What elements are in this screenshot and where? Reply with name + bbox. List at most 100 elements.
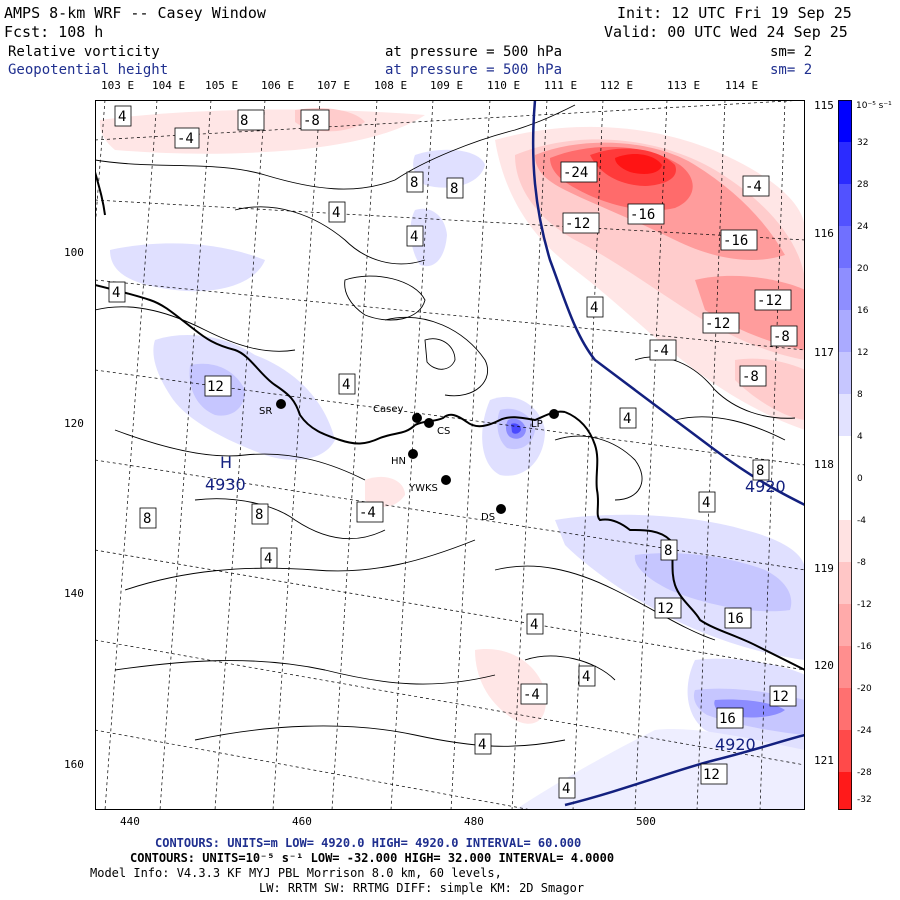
contour-label: 4 xyxy=(619,407,637,429)
svg-text:8: 8 xyxy=(756,463,764,479)
y-tick-label: 140 xyxy=(64,587,84,600)
svg-text:12: 12 xyxy=(772,689,789,705)
svg-text:16: 16 xyxy=(727,611,744,627)
svg-text:8: 8 xyxy=(410,175,418,191)
field1-smoothing: sm= 2 xyxy=(770,44,813,60)
field2-name: Geopotential height xyxy=(8,62,169,78)
svg-text:4: 4 xyxy=(530,617,538,633)
svg-text:4: 4 xyxy=(478,737,486,753)
model-title: AMPS 8-km WRF -- Casey Window xyxy=(4,4,266,22)
contour-label: 8 xyxy=(406,171,424,193)
lon-label: 115 E xyxy=(814,99,848,112)
colorbar-swatches xyxy=(838,100,852,810)
colorbar-label: -24 xyxy=(857,726,872,736)
contour-label: 4 xyxy=(114,105,132,127)
svg-text:DS: DS xyxy=(481,512,495,523)
station-marker: DS xyxy=(481,504,506,523)
contour-value-labels: 4 -4 -8 8 -24 -16 -4 -12 4 8 -16 -12 -12… xyxy=(108,105,798,799)
svg-text:8: 8 xyxy=(143,511,151,527)
svg-text:Casey: Casey xyxy=(373,404,403,415)
svg-text:-24: -24 xyxy=(563,165,588,181)
lon-label: 110 E xyxy=(487,79,521,92)
contour-label: -12 xyxy=(562,212,600,234)
svg-text:8: 8 xyxy=(240,113,248,129)
station-marker: HN xyxy=(391,449,418,467)
valid-time: Valid: 00 UTC Wed 24 Sep 25 xyxy=(604,23,848,41)
colorbar-units: 10⁻⁵ s⁻¹ xyxy=(856,101,892,111)
lon-label: 107 E xyxy=(317,79,351,92)
lon-label: 112 E xyxy=(600,79,634,92)
forecast-hour: Fcst: 108 h xyxy=(4,23,104,41)
contour-label: 4 xyxy=(328,201,346,223)
colorbar-label: 32 xyxy=(857,138,868,148)
colorbar-label: 4 xyxy=(857,432,863,442)
svg-text:12: 12 xyxy=(207,379,224,395)
contour-label: 16 xyxy=(724,607,752,629)
colorbar-label: -12 xyxy=(857,600,872,610)
svg-text:4: 4 xyxy=(702,495,710,511)
positive-vorticity-shading xyxy=(110,149,805,810)
colorbar-label: 20 xyxy=(857,264,869,274)
contour-label: -4 xyxy=(742,175,770,197)
lon-label: 103 E xyxy=(101,79,135,92)
lon-label: 121 E xyxy=(814,754,848,767)
y-tick-label: 160 xyxy=(64,758,84,771)
field1-level: at pressure = 500 hPa xyxy=(385,44,563,60)
lon-label: 119 E xyxy=(814,562,848,575)
svg-text:-8: -8 xyxy=(742,369,759,385)
contour-label: 4 xyxy=(260,547,278,569)
svg-text:8: 8 xyxy=(450,181,458,197)
lon-label: 114 E xyxy=(725,79,759,92)
svg-text:HN: HN xyxy=(391,456,406,467)
svg-text:16: 16 xyxy=(719,711,736,727)
lon-label: 104 E xyxy=(152,79,186,92)
lon-label: 113 E xyxy=(667,79,701,92)
colorbar-label: 16 xyxy=(857,306,869,316)
contour-label: -4 xyxy=(520,683,548,705)
svg-text:8: 8 xyxy=(664,543,672,559)
colorbar: 10⁻⁵ s⁻¹ 32 28 24 20 16 12 8 4 0 -4 -8 -… xyxy=(838,100,892,810)
station-marker: SR xyxy=(259,399,286,417)
y-tick-label: 100 xyxy=(64,246,84,259)
contour-label: 4 xyxy=(338,373,356,395)
x-tick-label: 460 xyxy=(292,815,312,828)
station-marker: YWKS xyxy=(408,475,451,494)
height-value-label: 4920 xyxy=(715,735,756,754)
contour-label: 12 xyxy=(204,375,232,397)
x-tick-label: 500 xyxy=(636,815,656,828)
svg-text:LP: LP xyxy=(531,419,543,430)
svg-text:-4: -4 xyxy=(359,505,376,521)
colorbar-labels: 10⁻⁵ s⁻¹ 32 28 24 20 16 12 8 4 0 -4 -8 -… xyxy=(856,101,892,805)
lon-label: 116 E xyxy=(814,227,848,240)
contour-label: -8 xyxy=(300,109,330,131)
height-value-label: 4920 xyxy=(745,477,786,496)
station-marker: LP xyxy=(531,409,559,430)
contour-label: 8 xyxy=(752,459,770,481)
svg-text:4: 4 xyxy=(562,781,570,797)
svg-text:-12: -12 xyxy=(705,316,730,332)
contour-label: 8 xyxy=(660,539,678,561)
x-tick-label: 440 xyxy=(120,815,140,828)
stations: SR Casey CS HN YWKS LP DS xyxy=(259,399,559,523)
svg-text:-4: -4 xyxy=(745,179,762,195)
svg-text:8: 8 xyxy=(255,507,263,523)
svg-text:-8: -8 xyxy=(773,329,790,345)
contour-label: -24 xyxy=(560,161,598,183)
svg-text:4: 4 xyxy=(582,669,590,685)
contour-label: 12 xyxy=(654,597,682,619)
colorbar-label: -28 xyxy=(857,768,872,778)
contour-label: 12 xyxy=(769,685,797,707)
footer-physics-info: LW: RRTM SW: RRTMG DIFF: simple KM: 2D S… xyxy=(259,881,585,895)
lon-label: 108 E xyxy=(374,79,408,92)
lon-label: 118 E xyxy=(814,458,848,471)
contour-label: 8 xyxy=(237,109,265,131)
x-tick-label: 480 xyxy=(464,815,484,828)
high-value: 4930 xyxy=(205,475,246,494)
svg-text:-4: -4 xyxy=(523,687,540,703)
svg-text:4: 4 xyxy=(112,285,120,301)
contour-label: 8 xyxy=(139,507,157,529)
svg-text:-16: -16 xyxy=(630,207,655,223)
colorbar-label: 0 xyxy=(857,474,863,484)
svg-text:-4: -4 xyxy=(652,343,669,359)
svg-text:4: 4 xyxy=(264,551,272,567)
